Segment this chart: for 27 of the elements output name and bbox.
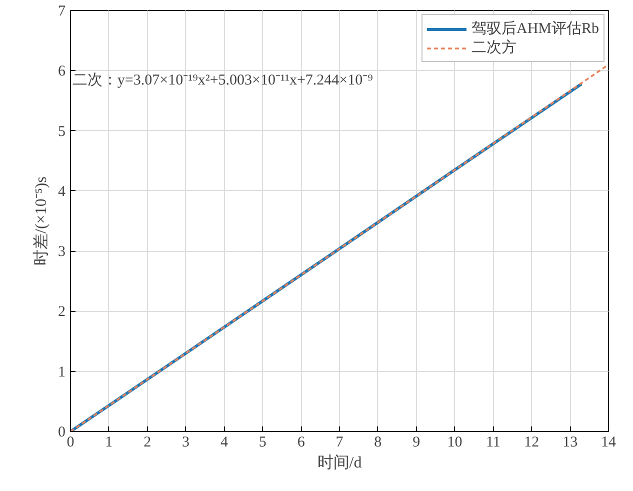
x-tick-label: 11: [486, 434, 500, 450]
x-tick-label: 13: [562, 434, 578, 450]
y-tick-label: 2: [58, 304, 66, 320]
legend-label: 驾驭后AHM评估Rb: [471, 20, 599, 38]
y-tick-label: 6: [58, 64, 66, 80]
x-tick-label: 9: [412, 434, 420, 450]
y-tick-label: 1: [58, 364, 66, 380]
y-tick-label: 3: [58, 244, 66, 260]
x-tick-label: 14: [601, 434, 616, 450]
x-axis-title: 时间/d: [317, 454, 362, 472]
y-tick-label: 0: [58, 424, 66, 440]
y-tick-label: 4: [58, 184, 66, 200]
x-tick-label: 6: [297, 434, 306, 450]
x-tick-label: 10: [447, 434, 462, 450]
x-tick-label: 12: [524, 434, 540, 450]
y-axis-title: 时差/(×10⁻⁵)s: [32, 176, 50, 266]
x-tick-label: 8: [374, 434, 382, 450]
x-tick-label: 4: [220, 434, 228, 450]
y-tick-label: 7: [58, 4, 66, 20]
x-tick-label: 1: [105, 434, 113, 450]
x-tick-label: 2: [144, 434, 152, 450]
annotation: 二次：y=3.07×10⁻¹⁹x²+5.003×10⁻¹¹x+7.244×10⁻⁹: [72, 72, 373, 89]
x-tick-label: 7: [336, 434, 344, 450]
x-tick-label: 5: [258, 434, 266, 450]
y-tick-label: 5: [58, 124, 66, 140]
legend-label: 二次方: [471, 38, 516, 57]
x-tick-label: 3: [182, 434, 190, 450]
